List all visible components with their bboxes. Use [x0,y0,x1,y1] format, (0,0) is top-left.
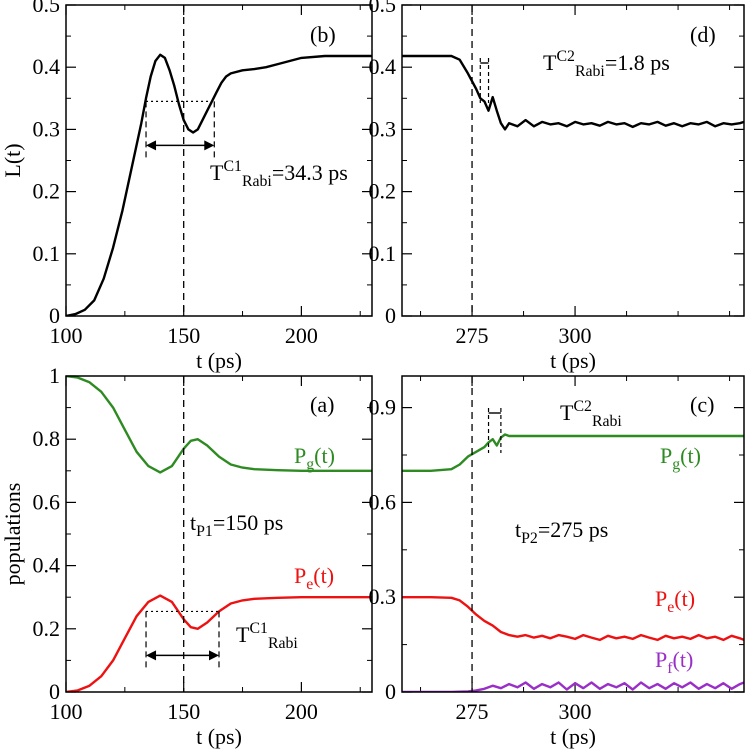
series-line [402,433,744,472]
x-axis-label: t (ps) [550,724,596,749]
y-axis-label: L(t) [0,143,25,177]
panel-b: 100 150 200 0 0.1 0.2 0.3 0.4 0.5 t (ps) L(t) TC1Ra… [0,0,373,373]
rabi-arrowhead-right [209,650,219,661]
y-tick-label: 0.5 [33,0,61,17]
x-tick-label: 200 [285,699,318,724]
y-tick-label: 0.3 [369,584,397,609]
rabi-arrowhead-left [146,140,157,151]
panel-label: (c) [690,392,714,417]
y-tick-label: 0.6 [33,489,61,514]
x-axis-label: t (ps) [196,724,242,749]
rabi-period-label: TC1Rabi=34.3 ps [210,158,348,190]
series-label: Pg(t) [294,443,335,473]
panel-label: (b) [310,22,336,47]
rabi-arrowhead-left [146,650,157,661]
panel-a: 100 150 200 0 0.2 0.4 0.6 0.8 1 t (ps) populations… [0,363,373,749]
rabi-period-label: TC2Rabi [560,398,622,430]
y-tick-label: 0.3 [33,116,61,141]
x-tick-label: 300 [559,699,592,724]
rabi-period-label: TC1Rabi [236,620,298,652]
y-tick-label: 0.4 [369,54,397,79]
y-tick-label: 0 [49,679,60,704]
y-tick-label: 0 [49,303,60,328]
x-tick-label: 275 [456,323,489,348]
series-line [66,594,372,692]
y-tick-label: 0.3 [369,116,397,141]
y-axis-label: populations [0,483,25,586]
y-tick-label: 0.1 [33,241,61,266]
y-tick-label: 1 [49,363,60,388]
x-axis-label: t (ps) [196,348,242,373]
y-tick-label: 0.4 [33,553,61,578]
series-line [402,54,744,131]
y-tick-label: 0.6 [369,489,397,514]
panel-d: 275 300 0 0.1 0.2 0.3 0.4 0.5 t (ps) TC2Rabi=1.8 … [369,0,745,373]
series-group [402,433,744,692]
series-group [66,53,372,316]
x-tick-label: 150 [167,323,200,348]
panel-label: (d) [690,22,716,47]
rabi-period-label: TC2Rabi=1.8 ps [543,48,670,80]
y-tick-label: 0.2 [369,179,397,204]
series-group [66,376,372,692]
series-label: Pf(t) [655,647,693,677]
plot-frame [65,375,373,693]
y-tick-label: 0.1 [369,241,397,266]
series-label: Pg(t) [660,443,701,473]
x-axis-label: t (ps) [550,348,596,373]
pulse-time-label: tP1=150 ps [190,510,283,540]
y-tick-label: 0.2 [33,179,61,204]
y-tick-label: 0.4 [33,54,61,79]
y-tick-label: 0 [385,303,396,328]
plot-frame [65,4,373,317]
y-tick-label: 0.8 [33,426,61,451]
series-label: Pe(t) [655,586,695,616]
series-label: Pe(t) [294,563,334,593]
x-tick-label: 150 [167,699,200,724]
series-line [402,681,744,692]
plot-frame [401,375,745,693]
series-line [66,53,372,316]
x-tick-label: 100 [50,323,83,348]
plot-frame [401,4,745,317]
series-line [66,376,372,474]
y-tick-label: 0.9 [369,395,397,420]
x-tick-label: 200 [285,323,318,348]
series-line [402,596,744,642]
x-tick-label: 300 [559,323,592,348]
x-tick-label: 100 [50,699,83,724]
pulse-time-label: tP2=275 ps [515,517,608,547]
y-tick-label: 0.5 [369,0,397,17]
x-tick-label: 275 [456,699,489,724]
rabi-arrowhead-right [204,140,215,151]
series-group [402,54,744,131]
panel-label: (a) [310,392,334,417]
panel-c: 275 300 0 0.3 0.6 0.9 t (ps) Pg(t) Pe(t) Pf(t) tP2… [369,375,745,749]
y-tick-label: 0.2 [33,616,61,641]
y-tick-label: 0 [385,679,396,704]
